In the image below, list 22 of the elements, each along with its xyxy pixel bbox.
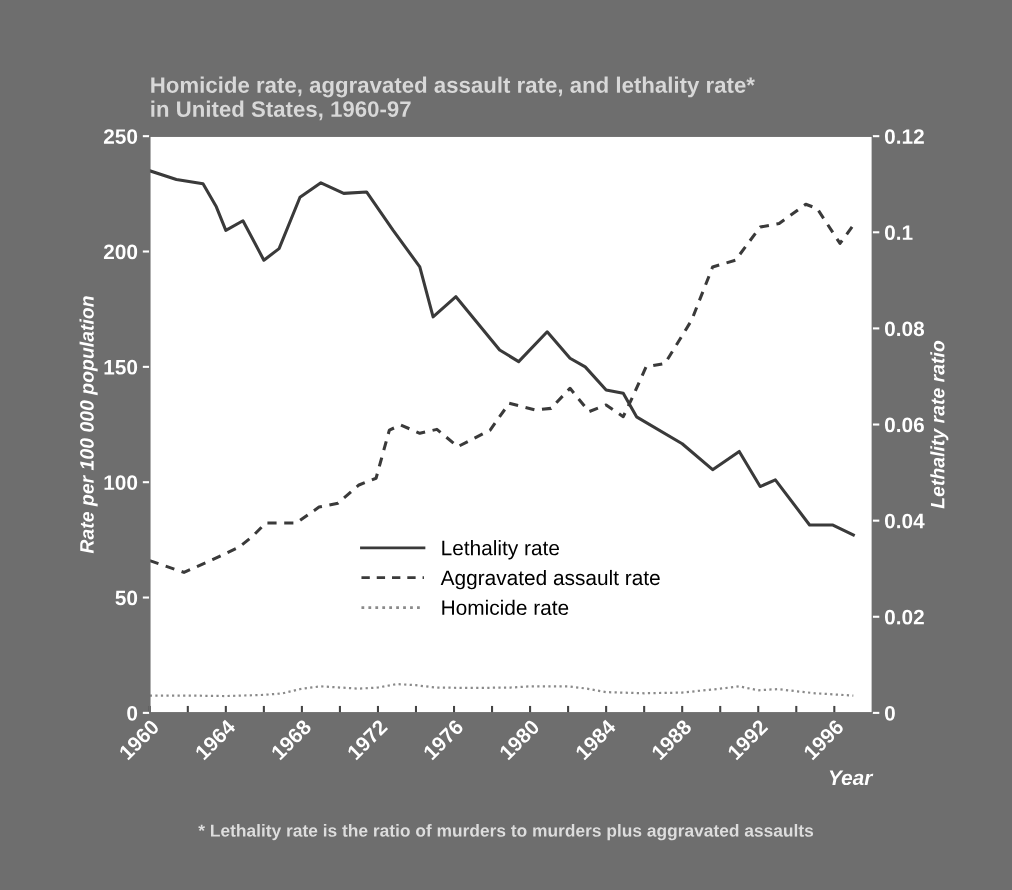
y2-tick-label: 0.06 [884, 417, 924, 433]
x-axis-title: Year [829, 770, 874, 786]
y-tick-label: 0 [127, 705, 138, 721]
y-tick-label: 100 [104, 475, 138, 490]
chart-title: Homicide rate, aggravated assault rate, and lethality rate* in United States, 1960-97 [151, 76, 755, 121]
text: * Lethality rate is the ratio of murders to murders plus aggravated assaults [198, 824, 814, 841]
legend-label: Homicide rate [442, 599, 569, 616]
y2-tick-label: 0.1 [884, 225, 913, 241]
y-tick-label: 250 [103, 129, 138, 144]
y2-tick-label: 0.12 [884, 129, 924, 144]
legend-label: Aggravated assault rate [440, 569, 660, 590]
y-tick-label: 150 [104, 359, 138, 375]
y2-tick-label: 0.04 [884, 513, 925, 529]
y-axis-title: Rate per 100 000 population [79, 296, 98, 554]
legend-label: Lethality rate [442, 540, 559, 560]
y2-tick-label: 0.08 [884, 321, 925, 337]
y-tick-label: 50 [115, 590, 138, 606]
line-series [149, 682, 855, 698]
y2-tick-label: 0.02 [884, 609, 924, 625]
y2-tick-label: 0 [884, 705, 895, 721]
y-tick-label: 200 [103, 244, 138, 260]
y2-axis-title: Lethality rate ratio [930, 340, 949, 509]
